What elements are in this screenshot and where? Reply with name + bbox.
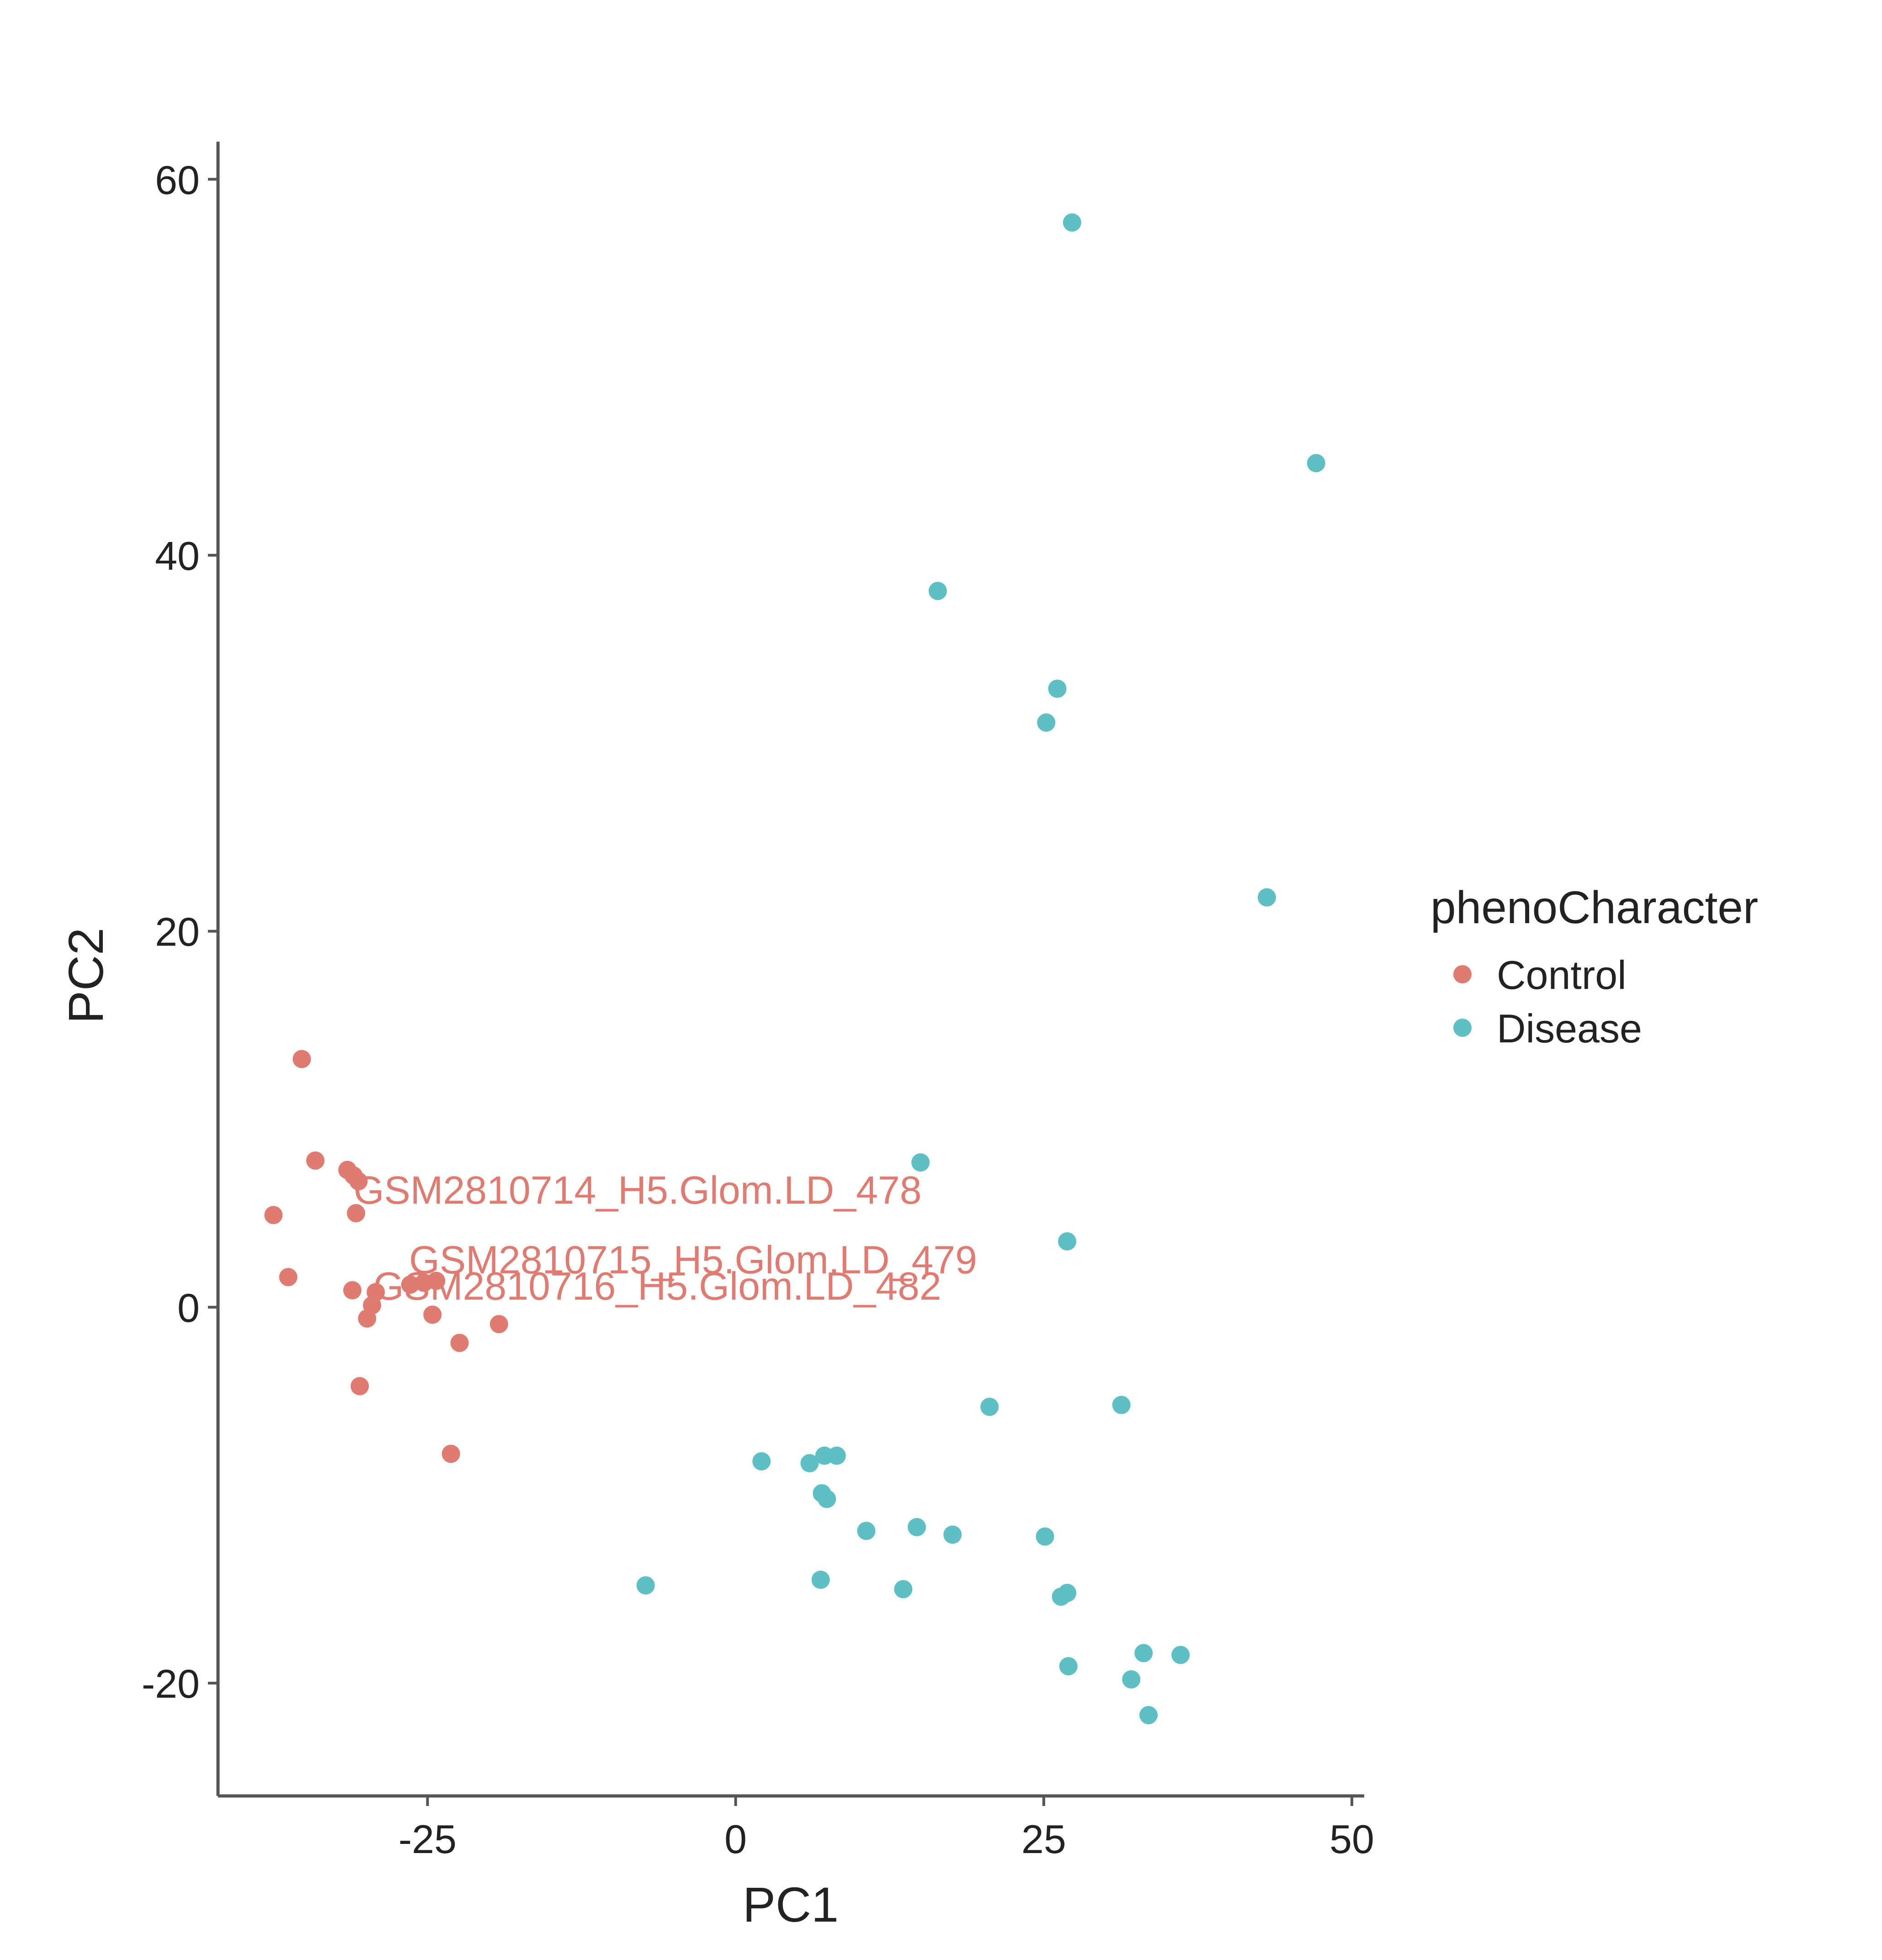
y-tick-label: -20	[142, 1661, 200, 1706]
y-axis-title: PC2	[58, 928, 113, 1024]
data-point-disease	[1171, 1646, 1190, 1664]
data-point-disease	[943, 1525, 962, 1544]
x-tick-label: -25	[399, 1817, 457, 1862]
legend-swatch-disease	[1453, 1019, 1472, 1037]
data-point-control	[423, 1305, 442, 1324]
data-point-disease	[928, 582, 947, 600]
points-layer	[264, 213, 1325, 1725]
data-point-disease	[1058, 1583, 1077, 1602]
data-point-disease	[811, 1570, 830, 1589]
y-tick-label: 40	[155, 533, 200, 579]
data-point-disease	[908, 1518, 926, 1536]
legend-item-control: Control	[1453, 952, 1627, 998]
data-point-disease	[1122, 1670, 1141, 1689]
point-annotation-label: GSM2810716_H5.Glom.LD_482	[373, 1264, 941, 1308]
legend-item-disease: Disease	[1453, 1006, 1642, 1051]
data-point-disease	[1058, 1232, 1077, 1251]
legend-title: phenoCharacter	[1430, 882, 1758, 933]
data-point-disease	[818, 1490, 836, 1509]
data-point-control	[489, 1315, 508, 1333]
data-point-disease	[800, 1454, 819, 1472]
data-point-control	[264, 1206, 283, 1224]
data-point-disease	[636, 1576, 655, 1595]
data-point-disease	[1307, 454, 1325, 473]
data-point-disease	[1048, 680, 1067, 698]
data-point-control	[347, 1204, 366, 1222]
data-point-control	[351, 1377, 369, 1396]
legend: phenoCharacter Control Disease	[1430, 882, 1758, 1051]
data-point-disease	[911, 1153, 930, 1172]
data-point-disease	[752, 1452, 771, 1471]
data-point-disease	[857, 1521, 876, 1540]
x-tick-label: 0	[724, 1817, 747, 1862]
data-point-control	[292, 1050, 311, 1068]
axes-layer: -20 0 20 40 60 -25 0 25 50	[142, 142, 1374, 1862]
x-tick-label: 50	[1329, 1817, 1374, 1862]
data-point-control	[441, 1445, 460, 1463]
data-point-disease	[1112, 1396, 1131, 1414]
data-point-disease	[1059, 1657, 1078, 1676]
data-point-disease	[827, 1446, 846, 1465]
data-point-control	[306, 1151, 325, 1170]
legend-label-disease: Disease	[1497, 1006, 1642, 1051]
data-point-disease	[1257, 888, 1276, 907]
y-tick-label: 0	[177, 1285, 200, 1330]
data-point-control	[343, 1281, 362, 1300]
data-point-disease	[1063, 213, 1081, 232]
legend-swatch-control	[1453, 965, 1472, 983]
data-point-disease	[1037, 713, 1056, 732]
data-point-control	[279, 1268, 298, 1286]
x-tick-label: 25	[1021, 1817, 1066, 1862]
data-point-control	[401, 1275, 420, 1294]
x-axis-title: PC1	[743, 1877, 839, 1932]
data-point-control	[427, 1271, 446, 1290]
series-control	[264, 1050, 508, 1463]
annotation-layer: GSM2810714_H5.Glom.LD_478 GSM2810715_H5.G…	[354, 1169, 977, 1308]
data-point-disease	[1139, 1706, 1158, 1725]
data-point-control	[349, 1172, 368, 1190]
data-point-disease	[894, 1580, 913, 1599]
point-annotation-label: GSM2810715_H5.Glom.LD_479	[409, 1238, 977, 1282]
legend-label-control: Control	[1497, 952, 1627, 998]
data-point-disease	[1134, 1644, 1153, 1663]
point-annotation-label: GSM2810714_H5.Glom.LD_478	[354, 1169, 922, 1212]
data-point-control	[358, 1309, 377, 1328]
y-tick-label: 60	[155, 157, 200, 202]
series-disease	[636, 213, 1325, 1725]
data-point-disease	[980, 1397, 999, 1416]
data-point-disease	[1036, 1527, 1054, 1546]
y-tick-label: 20	[155, 909, 200, 955]
data-point-control	[450, 1333, 469, 1352]
